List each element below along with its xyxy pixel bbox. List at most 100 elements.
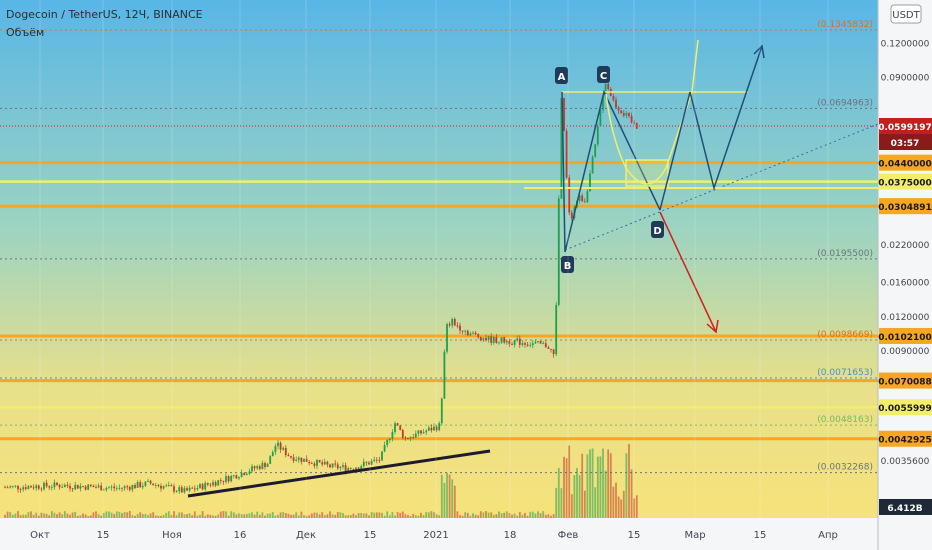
volume-bar <box>274 515 277 518</box>
candle-body <box>336 464 339 469</box>
volume-bar <box>479 511 482 518</box>
candle-body <box>118 487 121 489</box>
candle-body <box>243 472 246 475</box>
pattern-point-label: D <box>653 226 661 237</box>
horizontal-levels <box>0 29 878 474</box>
candle-body <box>334 463 337 465</box>
volume-bar <box>474 514 477 518</box>
candle-body <box>388 438 391 441</box>
x-tick-label: Окт <box>30 530 50 541</box>
volume-bar <box>243 514 246 518</box>
price-label: 0.0375000 <box>878 179 932 189</box>
price-label-box <box>879 430 932 447</box>
volume-bar <box>490 512 493 518</box>
volume-bar <box>178 512 181 518</box>
volume-bar <box>118 511 121 518</box>
candle-body <box>240 472 243 478</box>
candle-body <box>287 455 290 457</box>
volume-bar <box>518 511 521 518</box>
candle-body <box>196 488 199 490</box>
candle-body <box>427 427 430 431</box>
candle-body <box>48 486 51 488</box>
volume-bar <box>167 511 170 518</box>
volume-bar <box>513 513 516 518</box>
candle-body <box>479 337 482 341</box>
candle-body <box>349 468 352 470</box>
candle-body <box>212 482 214 486</box>
volume-bar <box>100 515 103 518</box>
candle-body <box>217 480 220 486</box>
volume-bar <box>542 511 545 518</box>
candle-body <box>227 476 230 482</box>
volume-bar <box>230 511 233 518</box>
time-axis-panel <box>0 518 878 550</box>
candle-body <box>35 485 38 489</box>
volume-bar <box>394 515 396 518</box>
volume-bar <box>180 512 183 518</box>
volume-bar <box>37 515 40 518</box>
candle-body <box>492 336 495 343</box>
candle-body <box>495 336 498 343</box>
candle-body <box>498 342 500 344</box>
volume-bar <box>240 514 243 518</box>
volume-bar <box>342 513 344 518</box>
candle-body <box>43 482 45 490</box>
candle-body <box>518 338 521 345</box>
x-tick-label: 16 <box>234 530 247 541</box>
candle-body <box>440 398 443 424</box>
candle-body <box>537 340 539 342</box>
volume-bar <box>425 512 428 518</box>
candle-body <box>173 486 175 492</box>
x-tick-label: Апр <box>818 530 838 541</box>
volume-bar <box>199 514 201 518</box>
volume-bar <box>391 511 394 518</box>
candle-body <box>602 96 604 111</box>
candle-body <box>186 488 188 491</box>
candle-body <box>24 487 27 489</box>
pattern-point-badge <box>597 66 610 83</box>
volume-bar <box>9 512 12 518</box>
volume-bar <box>56 514 58 518</box>
price-label: 0.0055999 <box>878 404 932 414</box>
candle-body <box>560 98 563 199</box>
candle-body <box>323 461 326 465</box>
volume-bar <box>266 513 269 518</box>
level-label: (0.0195500) <box>817 249 873 259</box>
candle-body <box>89 484 92 486</box>
price-label-box <box>879 198 932 215</box>
volume-bar <box>583 490 586 518</box>
candle-body <box>201 484 204 490</box>
volume-bar <box>456 511 459 518</box>
volume-bar <box>373 512 376 518</box>
volume-bar <box>420 512 422 518</box>
volume-bar <box>170 514 173 518</box>
candle-body <box>399 425 402 430</box>
price-label-box <box>879 117 932 134</box>
volume-bar <box>92 512 95 518</box>
x-axis-ticks: Окт 15 Ноя 16 Дек 15 2021 18 Фев 15 Мар 15 Апр <box>30 0 838 541</box>
candle-body <box>375 459 378 461</box>
candle-body <box>258 466 261 469</box>
candle-body <box>331 463 334 468</box>
volume-bar <box>386 511 389 518</box>
candle-body <box>633 122 636 124</box>
candle-body <box>547 347 550 349</box>
candle-body <box>235 475 238 479</box>
candle-body <box>414 433 417 438</box>
volume-bar <box>102 512 105 518</box>
candle-body <box>459 325 461 331</box>
volume-bar <box>331 514 334 518</box>
candle-body <box>464 330 467 332</box>
pattern-point-badge <box>651 221 664 238</box>
volume-bar <box>508 512 511 518</box>
candle-body <box>365 461 368 463</box>
abcd-pattern <box>561 89 661 253</box>
volume-bar <box>305 515 308 518</box>
candle-body <box>79 485 82 489</box>
candle-body <box>391 432 394 439</box>
candle-body <box>581 195 584 202</box>
volume-bar <box>396 511 399 518</box>
volume-bar <box>209 514 212 518</box>
currency-button[interactable] <box>890 4 922 24</box>
